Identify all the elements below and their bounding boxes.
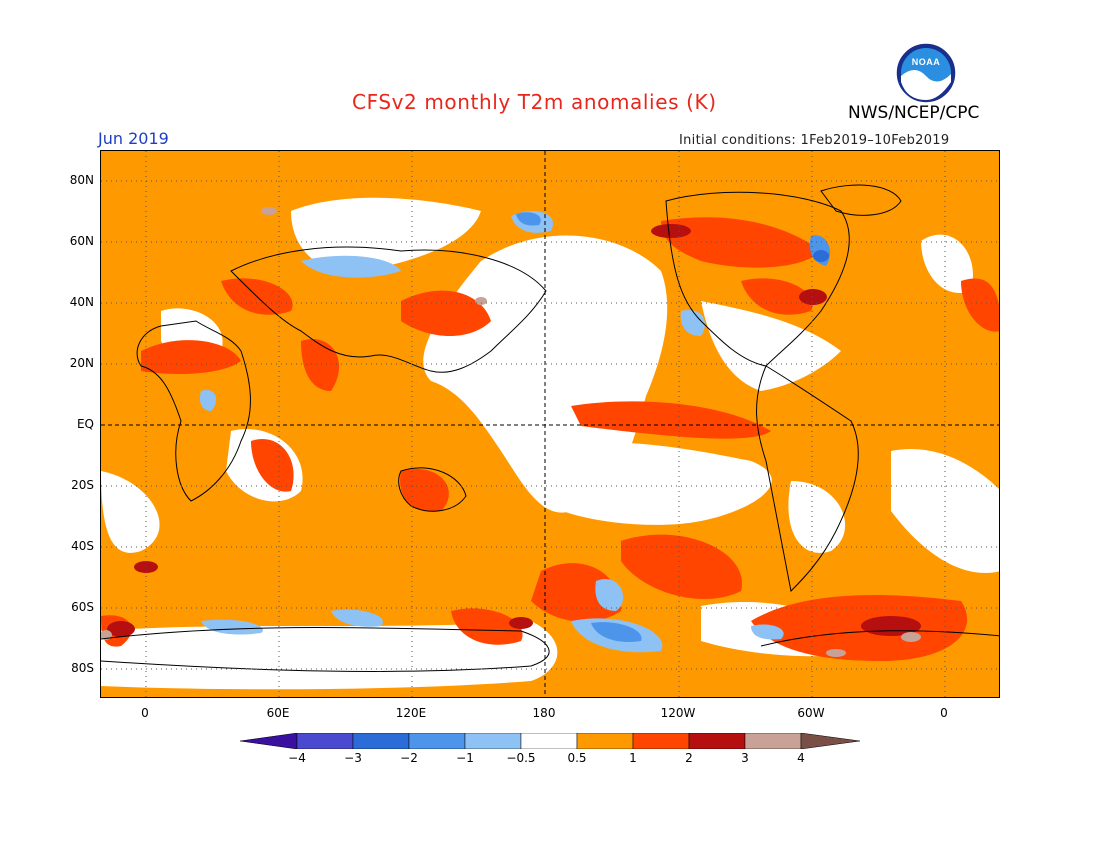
very-strong-cool-regions: [813, 250, 829, 262]
colorbar-segment: [352, 733, 410, 749]
colorbar-segment: [240, 733, 298, 749]
warm-anomaly-regions: [101, 217, 999, 661]
colorbar-segment: [296, 733, 354, 749]
very-strong-warm-regions: [101, 207, 921, 657]
colorbar-label: 2: [685, 751, 693, 765]
organization-label: NWS/NCEP/CPC: [848, 103, 980, 123]
lon-label-60e: 60E: [266, 706, 290, 720]
colorbar-segment: [800, 733, 861, 749]
noaa-logo: NOAA: [895, 42, 957, 104]
initial-conditions-label: Initial conditions: 1Feb2019–10Feb2019: [679, 133, 950, 148]
anomaly-map: [100, 150, 1000, 698]
lat-label-40s: 40S: [71, 539, 94, 553]
lat-label-80n: 80N: [69, 173, 94, 187]
colorbar-segment: [576, 733, 634, 749]
colorbar-label: −2: [400, 751, 418, 765]
lon-label-180: 180: [532, 706, 556, 720]
colorbar-label: 1: [629, 751, 637, 765]
lon-label-0-east: 0: [940, 706, 948, 720]
lat-label-80s: 80S: [71, 661, 94, 675]
lat-label-20n: 20N: [69, 356, 94, 370]
lat-label-eq: EQ: [76, 417, 94, 431]
lon-label-120e: 120E: [395, 706, 427, 720]
colorbar-segment: [464, 733, 522, 749]
colorbar-segment: [744, 733, 802, 749]
lon-label-60w: 60W: [797, 706, 825, 720]
lat-label-60n: 60N: [69, 234, 94, 248]
map-title: CFSv2 monthly T2m anomalies (K): [352, 90, 717, 114]
colorbar-label: 4: [797, 751, 805, 765]
colorbar-label: −0.5: [506, 751, 536, 765]
lat-label-40n: 40N: [69, 295, 94, 309]
colorbar-label: 0.5: [567, 751, 587, 765]
colorbar-label: 3: [741, 751, 749, 765]
colorbar: [240, 733, 861, 749]
colorbar-label: −3: [344, 751, 362, 765]
colorbar-label: −1: [456, 751, 474, 765]
colorbar-label: −4: [288, 751, 306, 765]
lon-label-120w: 120W: [660, 706, 696, 720]
colorbar-segment: [520, 733, 578, 749]
coastlines: [101, 184, 999, 672]
graticule: [101, 151, 999, 697]
colorbar-segment: [688, 733, 746, 749]
strong-warm-regions: [107, 224, 921, 637]
anomaly-map-canvas: [101, 151, 999, 697]
lon-label-0-west: 0: [141, 706, 149, 720]
colorbar-segment: [632, 733, 690, 749]
colorbar-segment: [408, 733, 466, 749]
forecast-month-label: Jun 2019: [98, 129, 169, 148]
reference-lines: [101, 151, 999, 697]
lat-label-20s: 20S: [71, 478, 94, 492]
lat-label-60s: 60S: [71, 600, 94, 614]
noaa-logo-text: NOAA: [912, 57, 941, 67]
